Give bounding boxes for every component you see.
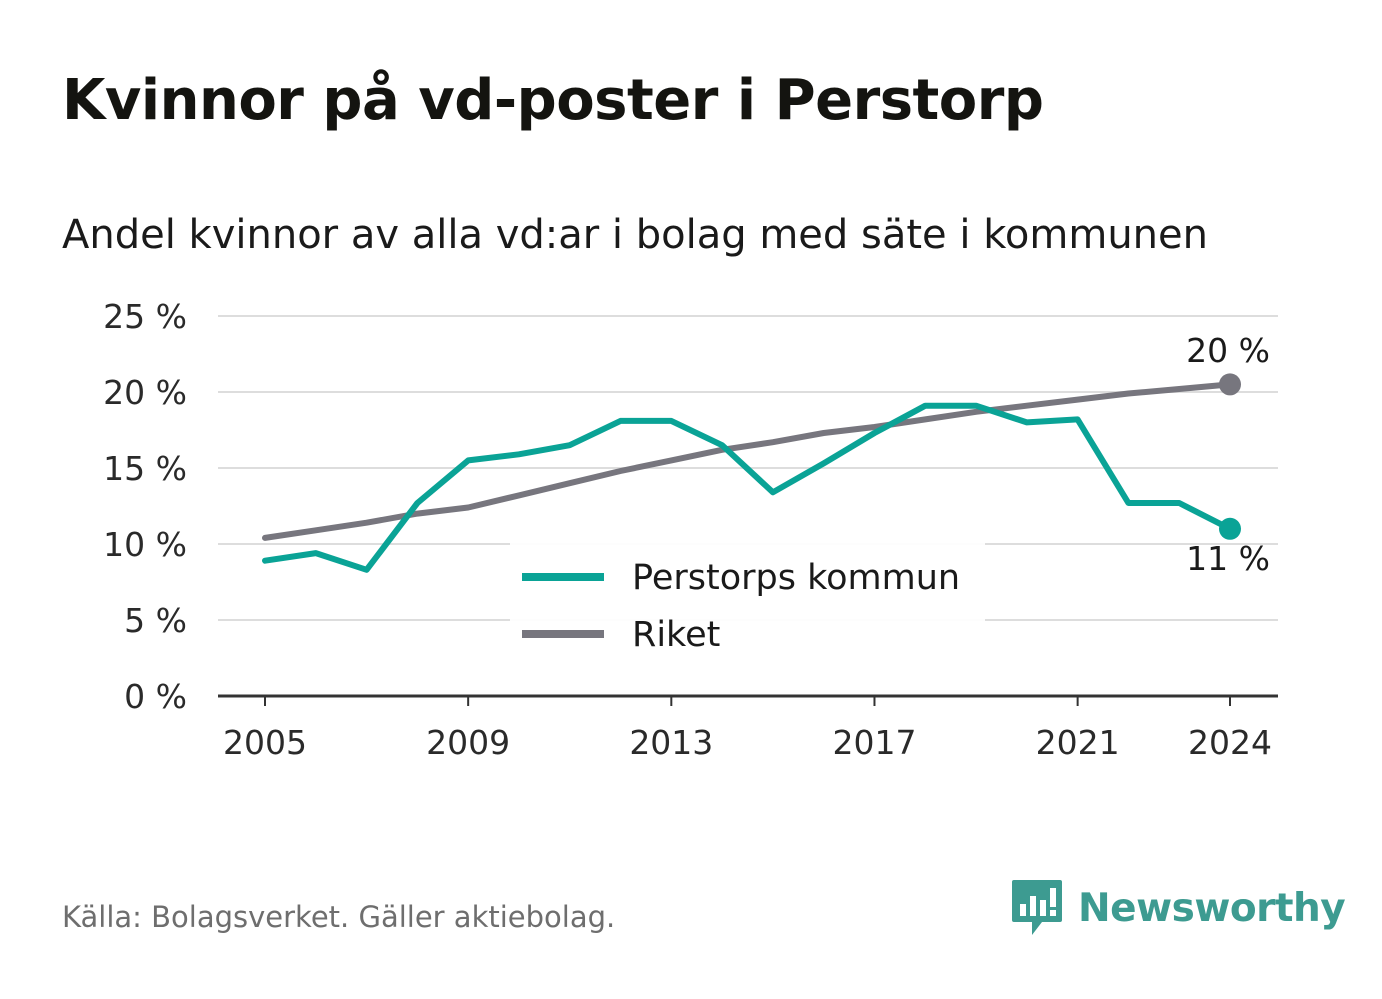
source-note: Källa: Bolagsverket. Gäller aktiebolag. [62, 900, 616, 934]
y-tick-label: 0 % [124, 677, 187, 716]
chart-title: Kvinnor på vd-poster i Perstorp [62, 68, 1044, 133]
x-tick-label: 2005 [223, 723, 307, 762]
series [262, 373, 1241, 573]
y-tick-label: 10 % [103, 525, 187, 564]
y-tick-label: 20 % [103, 373, 187, 412]
chart-subtitle: Andel kvinnor av alla vd:ar i bolag med … [62, 212, 1208, 258]
x-axis: 2005 2009 2013 2017 2021 2024 [218, 694, 1278, 762]
y-tick-label: 25 % [103, 297, 187, 336]
end-point-riket [1219, 373, 1241, 396]
legend-label-riket: Riket [632, 615, 720, 655]
x-tick-label: 2009 [426, 723, 510, 762]
series-line-perstorp [262, 402, 1233, 573]
end-point-perstorp [1219, 517, 1241, 540]
x-tick-label: 2021 [1036, 723, 1120, 762]
legend-label-perstorp: Perstorps kommun [632, 558, 960, 598]
end-label-perstorp: 11 % [1186, 539, 1270, 578]
series-line-riket [262, 381, 1233, 541]
y-tick-label: 5 % [124, 601, 187, 640]
newsworthy-logo-icon [1012, 880, 1062, 935]
legend-background [510, 542, 985, 662]
y-tick-label: 15 % [103, 449, 187, 488]
legend: Perstorps kommun Riket [510, 542, 985, 662]
brand-logo: Newsworthy [1010, 878, 1346, 938]
brand-name: Newsworthy [1078, 885, 1346, 931]
x-tick-label: 2017 [832, 723, 916, 762]
x-tick-label: 2024 [1188, 723, 1272, 762]
end-labels: 20 % 11 % [1186, 331, 1270, 578]
x-tick-label: 2013 [629, 723, 713, 762]
end-label-riket: 20 % [1186, 331, 1270, 370]
y-axis-labels: 0 % 5 % 10 % 15 % 20 % 25 % [103, 297, 187, 716]
